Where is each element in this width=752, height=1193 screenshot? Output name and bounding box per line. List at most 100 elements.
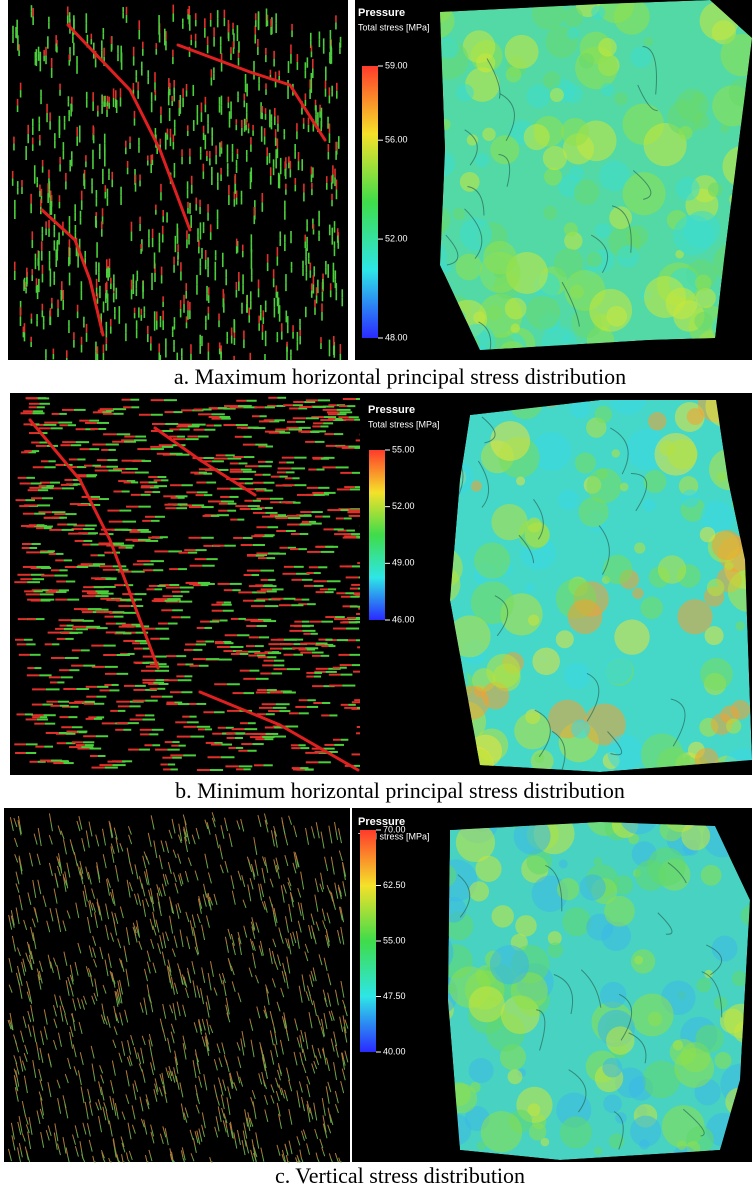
map-patch	[731, 700, 750, 719]
map-patch	[708, 182, 723, 197]
map-patch	[456, 84, 474, 102]
legend-subtitle: Total stress [MPa]	[358, 22, 430, 32]
map-patch	[631, 994, 674, 1037]
map-patch	[532, 648, 560, 676]
map-patch	[620, 483, 629, 492]
map-patch	[644, 276, 686, 318]
map-patch	[561, 118, 589, 146]
map-patch	[677, 599, 712, 634]
map-patch	[700, 527, 715, 542]
map-patch	[658, 555, 686, 583]
map-patch	[475, 153, 489, 167]
map-patch	[543, 71, 561, 89]
map-patch	[587, 252, 602, 267]
map-patch	[524, 124, 550, 150]
map-patch	[679, 126, 693, 140]
map-patch	[644, 37, 653, 46]
map-patch	[694, 312, 712, 330]
map-patch	[562, 334, 570, 342]
map-patch	[676, 177, 700, 201]
map-patch	[569, 166, 584, 181]
map-patch	[659, 441, 674, 456]
map-patch	[579, 497, 609, 527]
map-patch	[614, 92, 627, 105]
map-patch	[673, 215, 714, 256]
colorbar-tick-label: 55.00	[392, 444, 415, 454]
map-patch	[482, 128, 495, 141]
map-patch	[626, 225, 648, 247]
map-patch	[516, 476, 525, 485]
map-patch	[506, 67, 522, 83]
map-patch	[567, 28, 579, 40]
map-patch	[622, 172, 665, 215]
colorbar-tick-label: 48.00	[385, 332, 408, 342]
colorbar-tick-label: 52.00	[392, 501, 415, 511]
caption: b. Minimum horizontal principal stress d…	[175, 778, 625, 803]
map-patch	[712, 530, 742, 560]
map-patch	[571, 720, 590, 739]
map-patch	[474, 543, 510, 579]
map-patch	[648, 412, 666, 430]
map-patch	[486, 654, 520, 688]
map-patch	[526, 84, 550, 108]
figure-panel: PressureTotal stress [MPa]70.0062.5055.0…	[4, 794, 752, 1188]
map-patch	[715, 1052, 732, 1069]
map-patch	[574, 180, 599, 205]
map-patch	[564, 85, 583, 104]
map-patch	[564, 222, 578, 236]
map-patch	[490, 421, 530, 461]
map-patch	[492, 905, 514, 927]
map-patch	[491, 504, 527, 540]
map-patch	[701, 865, 722, 886]
map-patch	[558, 489, 579, 510]
map-patch	[544, 168, 562, 186]
caption: a. Maximum horizontal principal stress d…	[174, 364, 626, 389]
map-patch	[525, 583, 535, 593]
figure-panel: PressureTotal stress [MPa]59.0056.0052.0…	[8, 0, 752, 389]
map-patch	[550, 88, 564, 102]
colorbar-tick-label: 46.00	[392, 614, 415, 624]
colorbar-tick-label: 56.00	[385, 135, 408, 145]
map-patch	[644, 470, 667, 493]
map-patch	[617, 245, 639, 267]
map-patch	[634, 542, 645, 553]
map-patch	[604, 656, 632, 684]
map-patch	[681, 490, 699, 508]
map-patch	[591, 6, 605, 20]
colorbar	[369, 450, 385, 620]
figure: PressureTotal stress [MPa]59.0056.0052.0…	[0, 0, 752, 1193]
map-patch	[607, 734, 643, 770]
map-patch	[643, 499, 656, 512]
map-patch	[543, 146, 567, 170]
colorbar-tick-label: 52.00	[385, 233, 408, 243]
colorbar	[362, 66, 378, 338]
map-patch	[556, 630, 574, 648]
map-patch	[630, 47, 651, 68]
map-patch	[594, 1147, 603, 1156]
map-patch	[640, 597, 663, 620]
map-patch	[563, 7, 583, 27]
map-patch	[601, 83, 614, 96]
map-patch	[598, 38, 617, 57]
legend-title: Pressure	[368, 404, 415, 416]
figure-panel: PressureTotal stress [MPa]55.0052.0049.0…	[10, 377, 752, 803]
map-patch	[543, 206, 557, 220]
map-patch	[695, 274, 712, 291]
map-patch	[603, 1094, 622, 1113]
map-patch	[700, 658, 733, 691]
map-patch	[505, 298, 527, 320]
map-patch	[612, 449, 620, 457]
map-patch	[526, 296, 560, 330]
map-patch	[606, 306, 627, 327]
map-patch	[460, 172, 480, 192]
map-patch	[579, 53, 594, 68]
map-patch	[505, 35, 539, 69]
map-patch	[693, 113, 710, 130]
map-patch	[547, 942, 563, 958]
map-patch	[453, 208, 465, 220]
vector-image	[4, 808, 350, 1162]
map-patch	[726, 718, 741, 733]
map-patch	[490, 135, 519, 164]
map-patch	[707, 579, 724, 596]
map-patch	[725, 562, 734, 571]
